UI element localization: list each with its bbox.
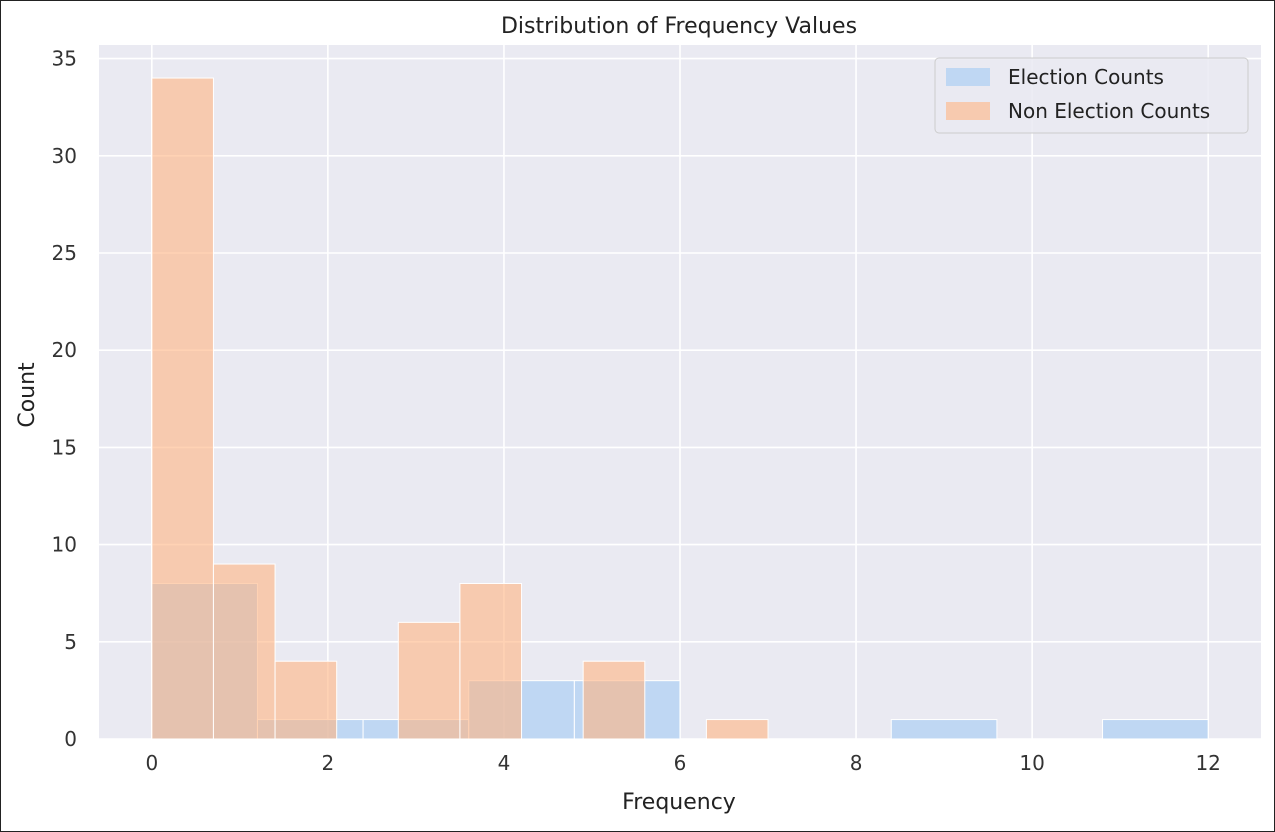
histogram-bar <box>890 719 998 740</box>
x-tick-label: 6 <box>674 751 687 775</box>
y-tick-labels: 0 5 10 15 20 25 30 35 <box>52 47 77 751</box>
histogram-bar <box>274 660 338 740</box>
x-tick-label: 10 <box>1019 751 1044 775</box>
y-tick-label: 30 <box>52 144 77 168</box>
histogram-bar <box>1102 719 1209 740</box>
x-axis-label: Frequency <box>622 790 736 815</box>
x-tick-label: 4 <box>498 751 511 775</box>
bars-layer <box>151 77 1209 740</box>
histogram-bar <box>459 582 523 740</box>
histogram-bar <box>582 660 646 740</box>
y-tick-label: 15 <box>52 435 77 459</box>
chart-title: Distribution of Frequency Values <box>501 14 857 39</box>
histogram-bar <box>397 621 461 740</box>
histogram-bar <box>705 719 769 740</box>
series-1-bars <box>151 77 769 740</box>
x-tick-label: 12 <box>1195 751 1220 775</box>
legend-label-election: Election Counts <box>1008 65 1164 89</box>
y-tick-label: 25 <box>52 241 77 265</box>
y-tick-label: 5 <box>64 630 77 654</box>
legend: Election Counts Non Election Counts <box>934 57 1249 134</box>
y-tick-label: 10 <box>52 533 77 557</box>
histogram-bar <box>212 563 276 740</box>
y-axis-label: Count <box>15 362 40 428</box>
y-tick-label: 20 <box>52 338 77 362</box>
legend-label-non-election: Non Election Counts <box>1008 99 1210 123</box>
x-tick-labels: 0 2 4 6 8 10 12 <box>145 751 1220 775</box>
legend-box <box>934 57 1249 134</box>
histogram-bar <box>151 77 214 740</box>
x-tick-label: 0 <box>145 751 158 775</box>
y-tick-label: 35 <box>52 47 77 71</box>
legend-swatch-non-election <box>946 102 990 120</box>
legend-swatch-election <box>946 68 990 86</box>
x-tick-label: 8 <box>850 751 863 775</box>
y-tick-label: 0 <box>64 727 77 751</box>
x-tick-label: 2 <box>322 751 335 775</box>
